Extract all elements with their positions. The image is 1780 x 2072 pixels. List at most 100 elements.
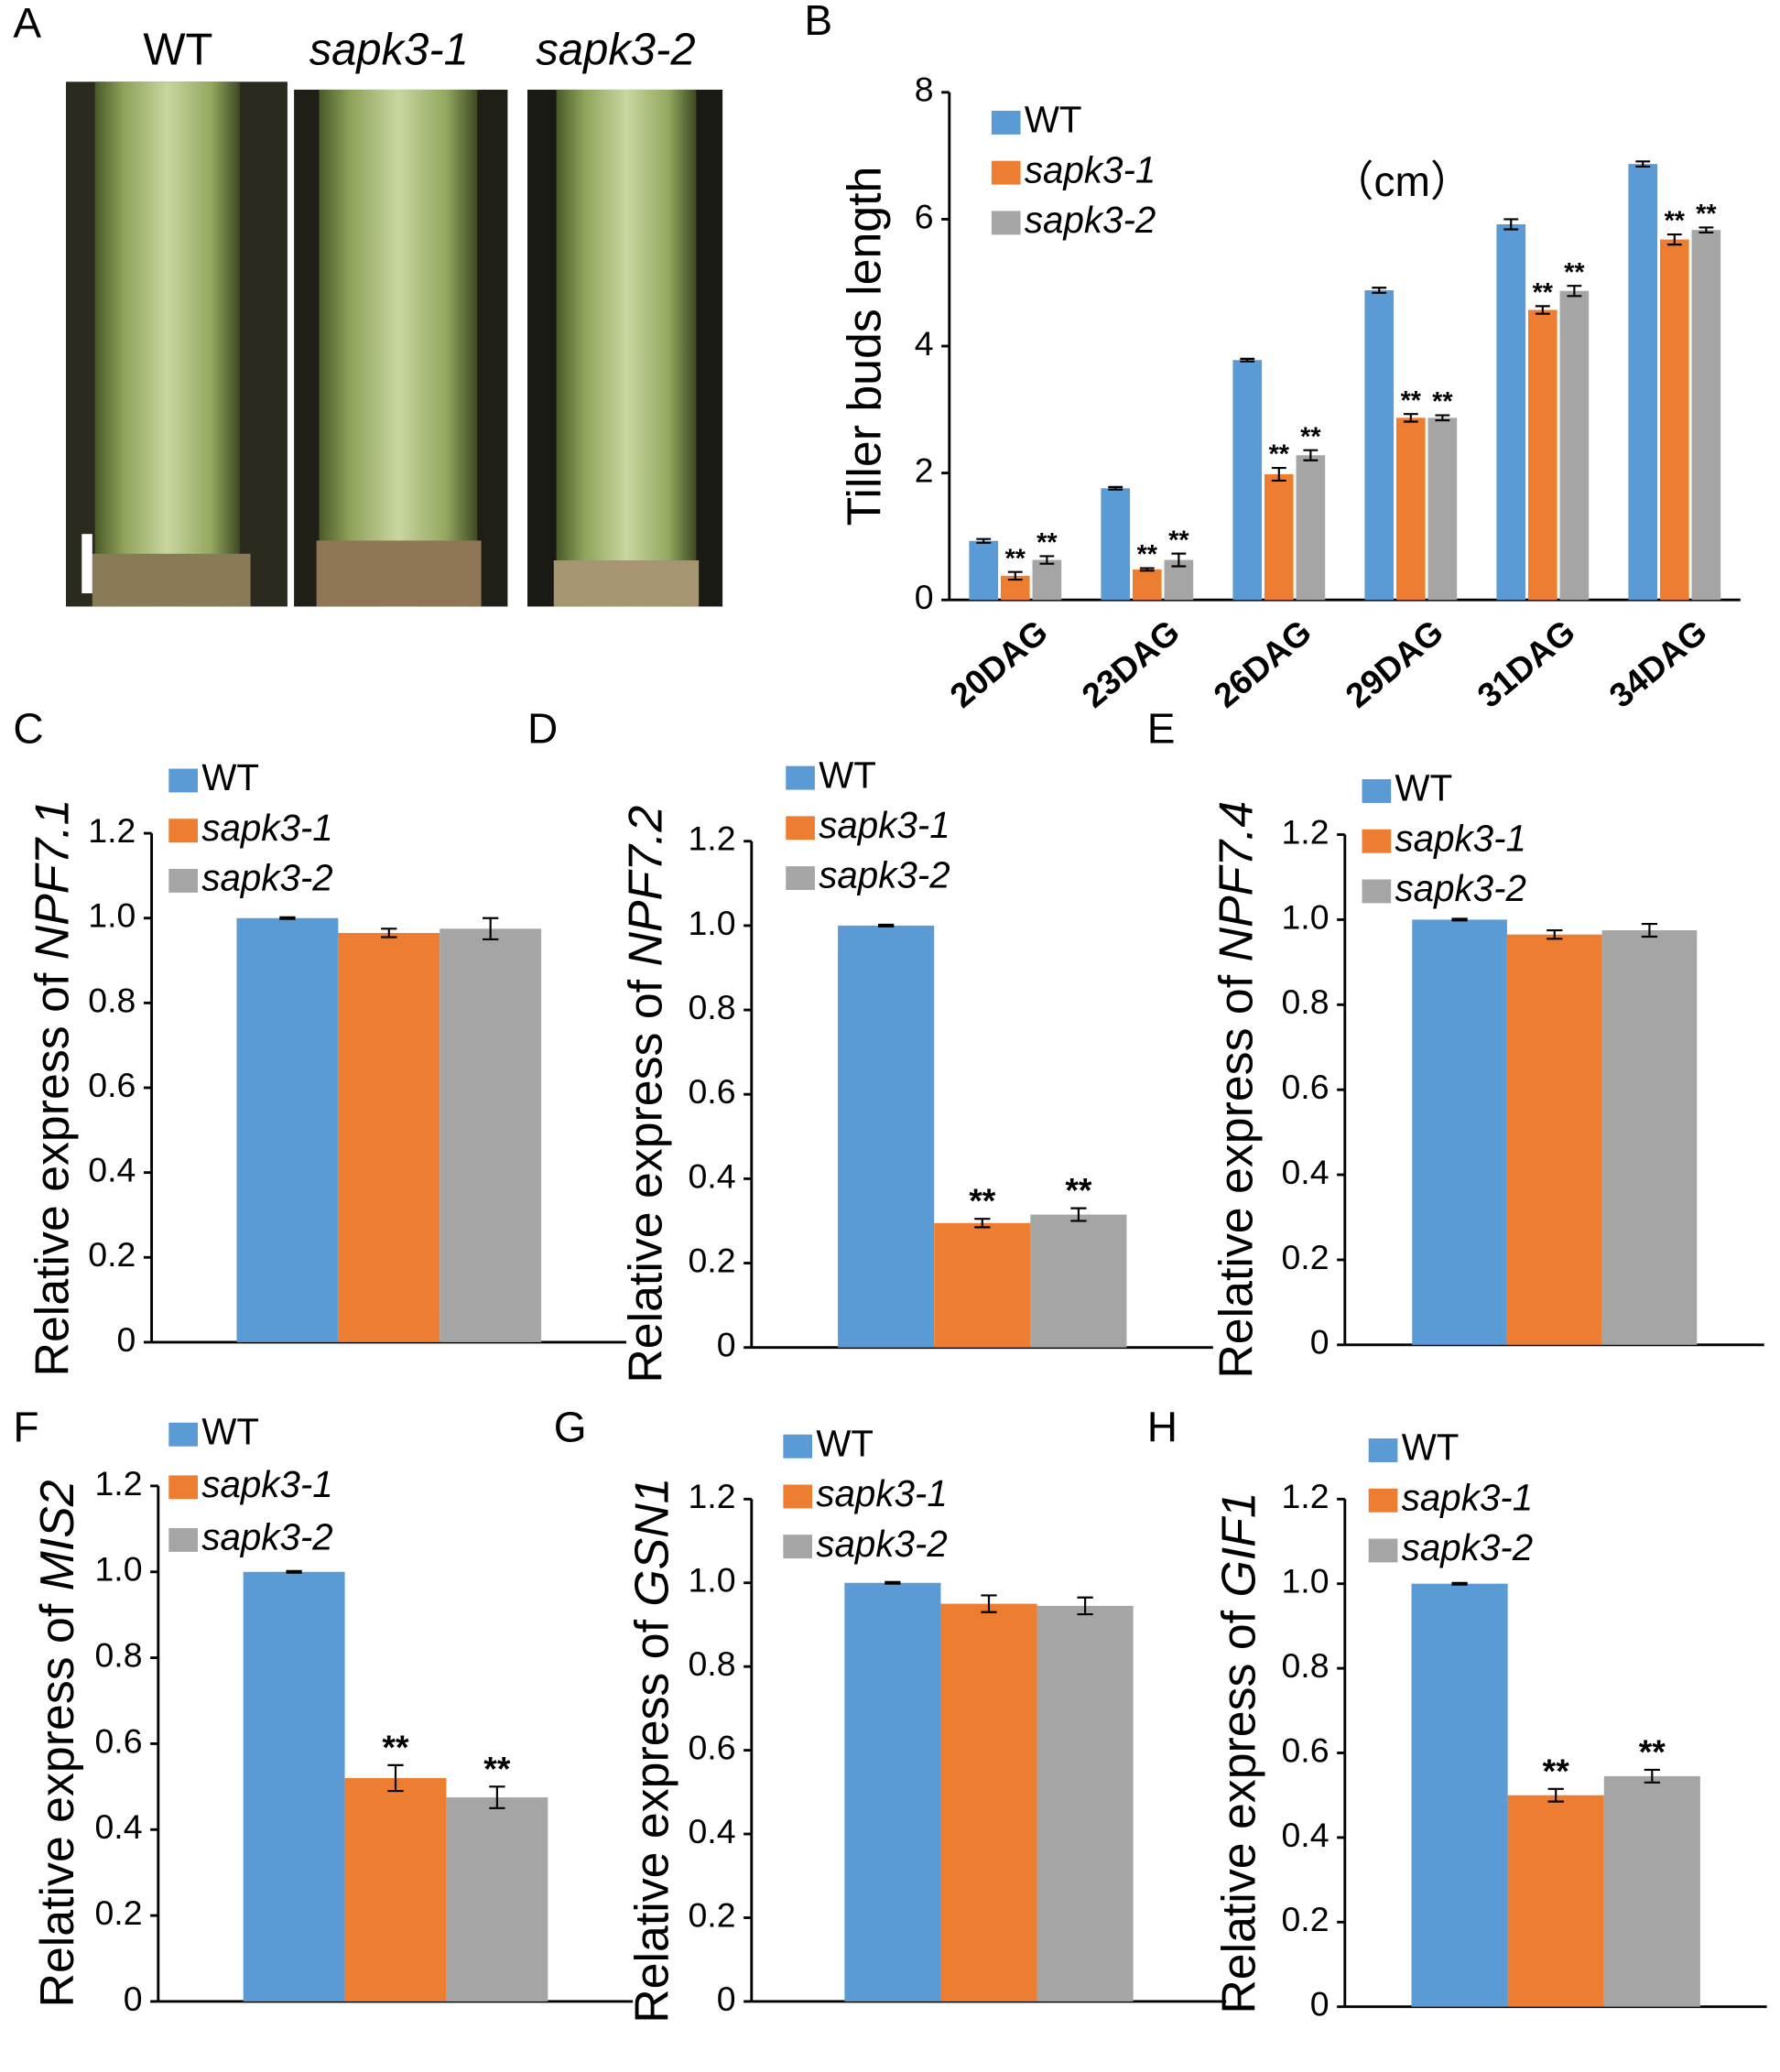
- y-tick-label: 4: [915, 324, 934, 363]
- y-axis-label-text: Relative express of: [25, 972, 78, 1376]
- error-bar: [1451, 917, 1468, 922]
- legend-swatch: [168, 768, 198, 793]
- legend-label: sapk3-2: [1395, 867, 1526, 909]
- significance-label: **: [1037, 528, 1058, 558]
- error-bar: [1535, 305, 1550, 315]
- legend-label: WT: [819, 754, 876, 796]
- x-tick-label: 26DAG: [1206, 612, 1319, 714]
- chart: 0 0.2 0.4 0.6 0.8 1.0 1.2 ** ** WT sapk3-1 sapk3-2 H…: [1147, 1404, 1767, 2023]
- legend-label: sapk3-1: [1395, 817, 1526, 859]
- legend-swatch: [168, 1527, 198, 1552]
- y-tick-label: 0: [915, 578, 934, 616]
- error-bar: [1007, 570, 1023, 581]
- error-bar: [885, 1580, 901, 1585]
- legend-swatch: [786, 816, 815, 841]
- stem-base: [316, 540, 482, 607]
- bar: [1691, 230, 1721, 601]
- bar: [1032, 559, 1062, 601]
- significance-label: **: [1432, 387, 1453, 417]
- photo-caption: sapk3-1: [309, 26, 469, 75]
- y-tick-label: 6: [915, 197, 934, 235]
- panel-label: H: [1147, 1404, 1178, 1451]
- legend-label: sapk3-1: [1402, 1476, 1533, 1518]
- legend-label: WT: [201, 756, 259, 798]
- y-tick-label: 0.8: [688, 1644, 735, 1683]
- panel-label: A: [13, 0, 41, 47]
- bar: [1132, 569, 1162, 601]
- error-bar: [1139, 567, 1155, 572]
- y-tick-label: 0.6: [88, 1066, 136, 1104]
- y-tick-label: 0.2: [1281, 1238, 1329, 1276]
- y-axis-label-text: Relative express of: [30, 1603, 83, 2007]
- photo-caption: WT: [143, 26, 212, 75]
- y-tick-label: 1.0: [94, 1550, 142, 1589]
- gene-name: GIF1: [1211, 1492, 1264, 1597]
- bar: [1659, 239, 1689, 601]
- bar: [1559, 290, 1590, 601]
- legend-label: sapk3-1: [201, 1463, 332, 1505]
- y-tick-label: 0.2: [88, 1235, 136, 1274]
- significance-label: **: [483, 1749, 511, 1787]
- y-axis-label: Relative express of NPF7.1: [25, 799, 78, 1377]
- bar: [1412, 919, 1507, 1345]
- error-bar: [1403, 413, 1418, 423]
- error-bar: [1303, 449, 1319, 461]
- y-tick-label: 0.2: [1281, 1900, 1329, 1938]
- y-tick-label: 1.0: [1281, 897, 1329, 936]
- error-bar: [1547, 1787, 1564, 1803]
- legend-label: sapk3-1: [816, 1472, 947, 1514]
- y-unit: （cm）: [1331, 157, 1472, 205]
- legend-swatch: [783, 1484, 813, 1509]
- stem: [319, 89, 478, 607]
- y-tick-label: 0.6: [94, 1721, 142, 1760]
- bar: [1427, 418, 1458, 601]
- significance-label: **: [1564, 258, 1585, 287]
- legend-swatch: [786, 765, 815, 790]
- y-tick-label: 0: [1310, 1985, 1330, 2023]
- error-bar: [1070, 1207, 1087, 1222]
- legend-label: WT: [201, 1410, 259, 1452]
- y-tick-label: 0.8: [1281, 1646, 1329, 1685]
- significance-label: **: [1543, 1752, 1570, 1790]
- significance-label: **: [1300, 422, 1321, 451]
- error-bar: [878, 923, 895, 928]
- error-bar: [1372, 287, 1387, 294]
- y-tick-label: 1.0: [1281, 1562, 1329, 1600]
- legend-swatch: [991, 211, 1021, 235]
- y-tick-label: 0.6: [688, 1729, 735, 1767]
- y-tick-label: 0.4: [1281, 1816, 1329, 1854]
- legend-label: WT: [1025, 99, 1082, 141]
- bar: [243, 1571, 345, 2001]
- bar: [1296, 455, 1326, 601]
- bar: [1507, 1795, 1604, 2007]
- y-tick-label: 8: [915, 71, 934, 109]
- bar: [940, 1603, 1037, 2001]
- bar: [1628, 164, 1658, 601]
- y-axis-label-text: Relative express of: [1211, 1610, 1264, 2013]
- y-tick-label: 0.2: [688, 1895, 735, 1934]
- y-tick-label: 0.8: [688, 988, 735, 1026]
- bar: [1527, 309, 1558, 601]
- legend-label: sapk3-1: [201, 807, 332, 849]
- error-bar: [974, 1218, 991, 1229]
- y-tick-label: 0.4: [88, 1151, 136, 1189]
- significance-label: **: [1696, 200, 1717, 229]
- y-axis-label-text: Relative express of: [624, 1619, 678, 2023]
- y-axis-label: Relative express of MIS2: [30, 1480, 83, 2007]
- error-bar: [1644, 1768, 1660, 1784]
- bar: [969, 540, 999, 601]
- error-bar: [1171, 552, 1187, 568]
- legend-label: sapk3-2: [819, 854, 950, 896]
- legend-swatch: [168, 819, 198, 843]
- y-tick-label: 1.0: [88, 896, 136, 935]
- legend-label: WT: [1402, 1427, 1460, 1469]
- y-axis-label-text: Relative express of: [618, 979, 671, 1383]
- y-axis-label: Relative express of NPF7.4: [1209, 801, 1262, 1379]
- legend-swatch: [168, 1422, 198, 1447]
- error-bar: [489, 1785, 505, 1809]
- significance-label: **: [1269, 440, 1290, 470]
- x-tick-label: 20DAG: [942, 612, 1055, 714]
- error-bar: [387, 1763, 404, 1793]
- error-bar: [1635, 160, 1651, 168]
